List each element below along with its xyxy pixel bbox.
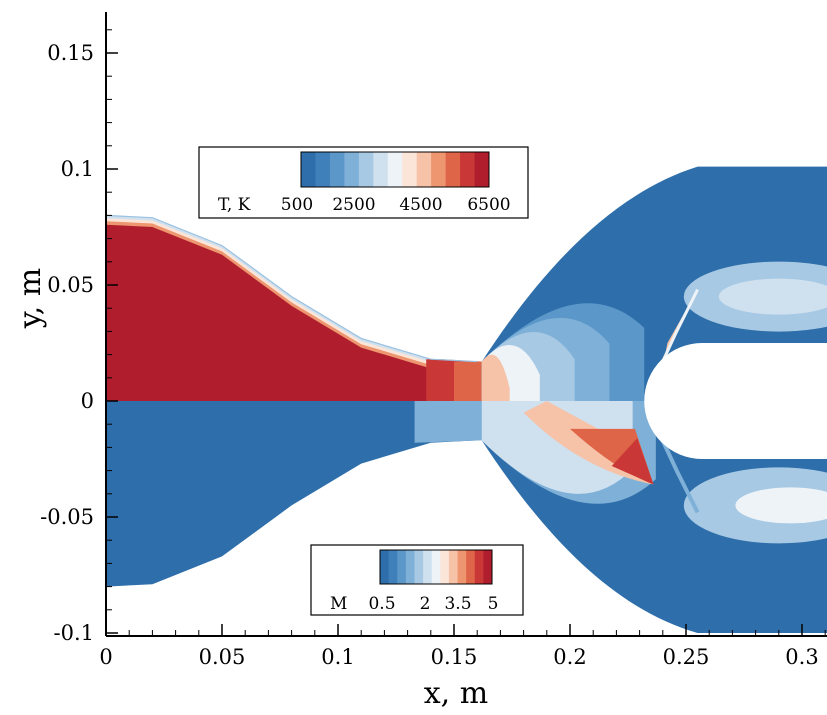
mach-colorbar [379,549,493,585]
temperature-colorbar-swatch [301,152,316,187]
temperature-legend-tick: 2500 [332,195,375,215]
jet-mach-band-5 [611,438,654,485]
nozzle-temperature [106,215,482,401]
mach-colorbar-swatch [440,550,450,584]
y-tick-label: 0.05 [47,273,94,297]
mach-colorbar-swatch [466,550,476,584]
nozzle-mach [106,401,482,587]
temperature-colorbar-swatch [431,152,447,187]
x-tick-label: 0.25 [663,645,710,669]
x-tick-label: 0.2 [553,645,586,669]
mach-legend: M 0.5 2 3.5 5 [310,544,524,616]
mach-colorbar-swatch [414,550,424,584]
y-tick-label: -0.1 [54,621,95,645]
flow-field [106,166,827,633]
mach-colorbar-swatch [474,550,484,584]
mach-legend-tick: 3.5 [444,594,471,614]
temperature-colorbar-swatch [474,152,490,187]
temperature-colorbar-swatch [445,152,461,187]
temperature-legend-tick: 6500 [467,195,510,215]
x-tick-label: 0 [99,645,112,669]
mach-colorbar-swatch [457,550,467,584]
y-tick-label: 0.15 [47,41,94,65]
x-tick-label: 0.15 [431,645,478,669]
mach-legend-tick: 0.5 [368,594,395,614]
temperature-colorbar-swatch [416,152,432,187]
mach-colorbar-swatch [423,550,433,584]
temperature-colorbar [300,151,490,188]
mach-legend-tick: 2 [420,594,431,614]
temperature-colorbar-swatch [460,152,476,187]
nozzle-mach-throat [414,401,482,443]
y-axis-title: y, m [13,268,48,329]
temperature-legend-tick: 500 [281,195,313,215]
temperature-legend-title: T, K [218,195,251,215]
mach-colorbar-swatch [483,550,493,584]
jet-mach-band-2 [481,401,633,494]
temperature-colorbar-swatch [329,152,345,187]
temperature-colorbar-swatch [387,152,403,187]
mach-legend-tick: 5 [488,594,499,614]
temperature-legend-tick: 4500 [399,195,442,215]
jet-temp-band-5 [481,354,510,401]
wake-upper-2 [718,278,827,315]
mach-colorbar-swatch [448,550,459,584]
y-tick-label: 0 [81,389,94,413]
mach-legend-title: M [330,594,347,614]
y-tick-label: 0.1 [61,157,94,181]
mach-colorbar-border [379,549,493,585]
x-axis-title: x, m [424,676,488,711]
temperature-colorbar-swatch [315,152,331,187]
mach-colorbar-swatch [431,550,441,584]
x-tick-label: 0.05 [199,645,246,669]
mach-colorbar-swatch [380,550,390,584]
mach-colorbar-swatch [388,550,398,584]
throat-zone-b [454,361,482,401]
x-tick-label: 0.1 [321,645,354,669]
temperature-colorbar-swatch [373,152,389,187]
nozzle-wall-line [106,214,478,363]
blunt-body [644,343,827,459]
temperature-legend: T, K 500 2500 4500 6500 [198,146,529,219]
wake-lower-2 [735,487,827,524]
mach-colorbar-swatch [397,550,407,584]
temperature-colorbar-swatch [344,152,360,187]
temperature-colorbar-border [300,151,490,188]
axes: 0 0.05 0.1 0.15 0.2 0.25 0.3 -0.1 -0.05 0 0.05 0.1 0… [40,12,827,669]
x-tick-label: 0.3 [785,645,818,669]
mach-colorbar-swatch [405,550,415,584]
temperature-colorbar-swatch [402,152,418,187]
y-tick-label: -0.05 [40,505,94,529]
temperature-colorbar-swatch [358,152,374,187]
